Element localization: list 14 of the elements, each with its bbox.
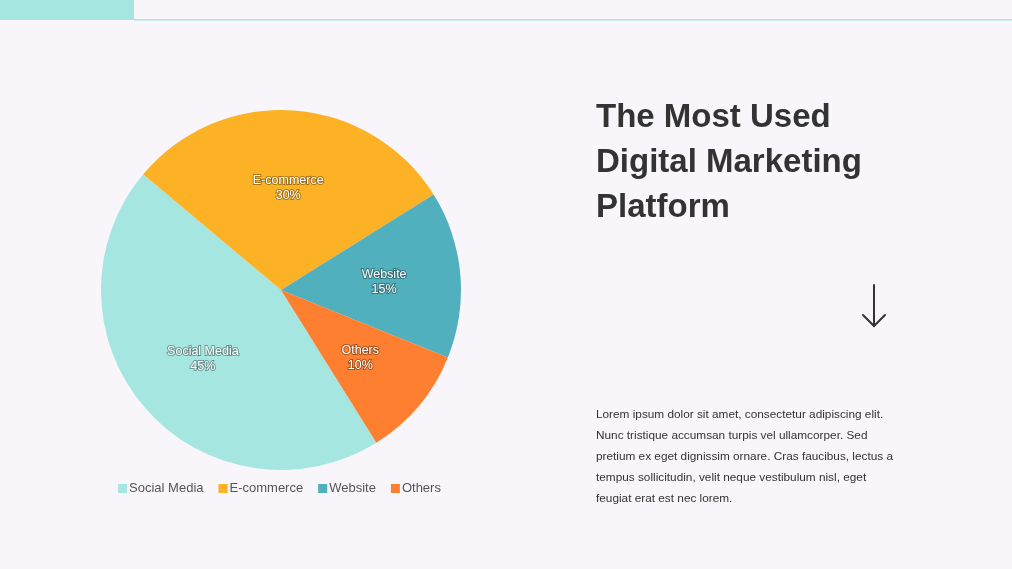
data-label: 15%: [371, 282, 397, 297]
text: The Most Used Digital Marketing Platform: [596, 97, 862, 224]
data-label: 30%: [275, 188, 301, 203]
text: Lorem ipsum dolor sit amet, consectetur adipiscing elit. Nunc tristique accumsan turpis vel ullamcorper. Sed pretium ex eget dignissim ornare. Cras faucibus, lectus a tempus sollicitudin, velit neque vestibulum nisl, eget feugiat erat est nec lorem.: [596, 407, 894, 505]
slice-label: Website: [361, 267, 407, 282]
slice-label: Others: [341, 343, 380, 358]
legend-label: Website: [329, 480, 376, 495]
legend-label: E-commerce: [229, 480, 304, 495]
data-label: 45%: [190, 359, 216, 374]
slice-label: Social Media: [167, 344, 239, 359]
legend-label: Others: [401, 480, 442, 495]
legend-label: Social Media: [129, 480, 205, 495]
data-label: 10%: [347, 358, 373, 373]
slice-label: E-commerce: [252, 173, 324, 188]
